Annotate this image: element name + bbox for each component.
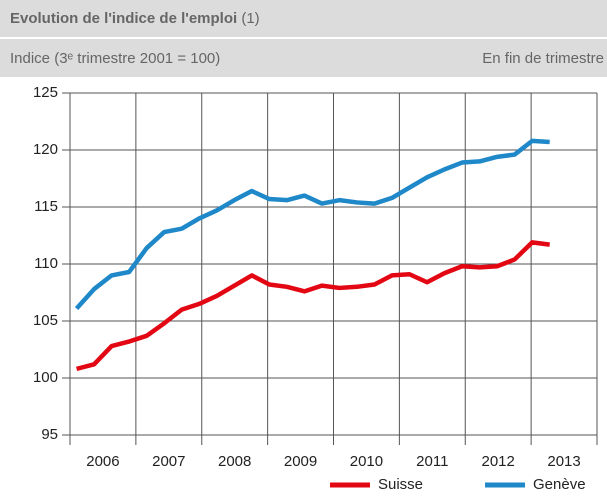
x-tick-label: 2012 [482, 453, 515, 470]
x-tick-label: 2007 [152, 453, 185, 470]
x-tick-label: 2006 [86, 453, 119, 470]
x-tick-label: 2008 [218, 453, 251, 470]
title-band [0, 0, 607, 37]
x-tick-label: 2013 [547, 453, 580, 470]
y-tick-label: 100 [33, 369, 58, 386]
x-tick-label: 2009 [284, 453, 317, 470]
x-tick-label: 2011 [416, 453, 448, 470]
y-tick-label: 110 [34, 255, 58, 272]
series-line [76, 240, 550, 372]
y-tick-label: 115 [34, 198, 58, 215]
x-tick-label: 2010 [350, 453, 383, 470]
chart-title-row: Evolution de l'indice de l'emploi (1) [10, 10, 260, 27]
subtitle: Indice (3ᵉ trimestre 2001 = 100) [10, 50, 220, 67]
legend-label: Suisse [378, 476, 423, 493]
y-tick-label: 125 [33, 84, 58, 101]
chart-title: Evolution de l'indice de l'emploi [10, 10, 237, 27]
legend-label: Genève [533, 476, 586, 493]
note: En fin de trimestre [482, 50, 604, 67]
y-tick-label: 120 [33, 141, 58, 158]
y-tick-label: 95 [41, 426, 58, 443]
subtitle-band [0, 39, 607, 77]
y-tick-label: 105 [33, 312, 58, 329]
series-line [74, 138, 550, 310]
title-note: (1) [241, 10, 259, 27]
